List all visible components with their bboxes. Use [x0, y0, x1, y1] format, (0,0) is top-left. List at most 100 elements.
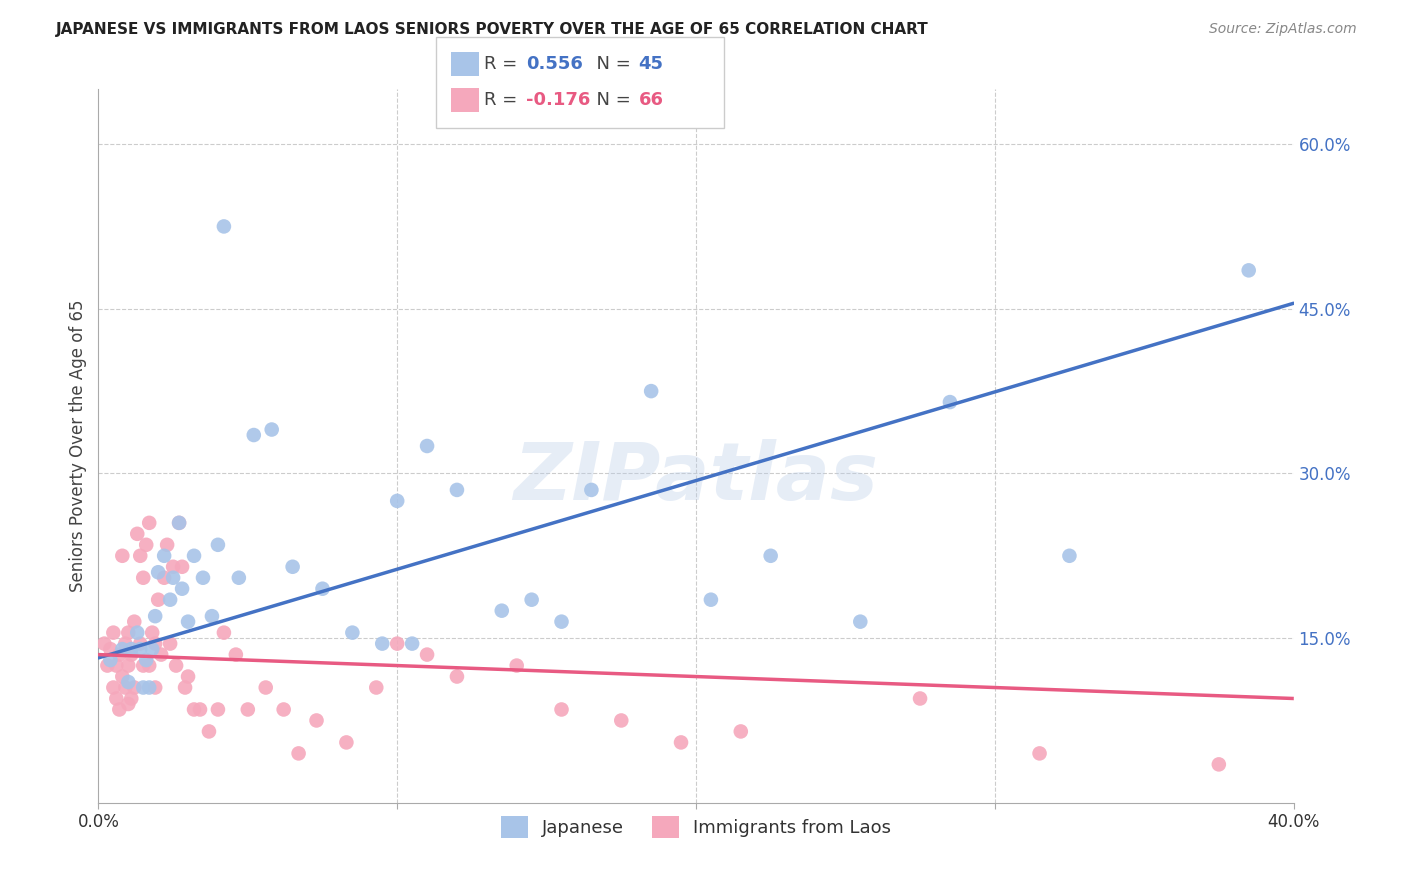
Point: [172, 559, 194, 574]
Text: Source: ZipAtlas.com: Source: ZipAtlas.com: [1209, 22, 1357, 37]
Point: [141, 642, 163, 657]
Point: [335, 735, 357, 749]
Point: [273, 702, 295, 716]
Point: [114, 681, 136, 695]
Point: [167, 516, 190, 530]
Point: [156, 538, 179, 552]
Point: [243, 428, 266, 442]
Point: [117, 658, 139, 673]
Point: [281, 559, 304, 574]
Point: [120, 691, 142, 706]
Point: [669, 735, 692, 749]
Text: R =: R =: [484, 55, 523, 73]
Point: [135, 538, 157, 552]
Text: R =: R =: [484, 91, 523, 109]
Point: [124, 615, 146, 629]
Point: [141, 625, 163, 640]
Point: [177, 669, 200, 683]
Point: [120, 642, 142, 657]
Point: [212, 625, 235, 640]
Point: [260, 423, 283, 437]
Point: [550, 702, 572, 716]
Point: [581, 483, 603, 497]
Point: [700, 592, 723, 607]
Point: [254, 681, 277, 695]
Point: [98, 653, 122, 667]
Point: [610, 714, 633, 728]
Point: [108, 702, 131, 716]
Point: [491, 604, 513, 618]
Point: [120, 648, 142, 662]
Point: [188, 702, 211, 716]
Point: [103, 625, 125, 640]
Point: [287, 747, 309, 761]
Point: [207, 702, 229, 716]
Point: [520, 592, 543, 607]
Point: [165, 658, 187, 673]
Point: [138, 681, 160, 695]
Point: [177, 615, 200, 629]
Point: [135, 653, 157, 667]
Point: [183, 702, 205, 716]
Point: [1208, 757, 1230, 772]
Point: [129, 642, 152, 657]
Point: [640, 384, 662, 398]
Point: [371, 637, 394, 651]
Text: N =: N =: [585, 91, 637, 109]
Point: [162, 559, 184, 574]
Point: [159, 637, 181, 651]
Text: N =: N =: [585, 55, 637, 73]
Point: [105, 691, 128, 706]
Point: [849, 615, 872, 629]
Point: [127, 526, 149, 541]
Point: [114, 637, 136, 651]
Point: [111, 549, 134, 563]
Point: [446, 669, 468, 683]
Point: [143, 681, 166, 695]
Point: [132, 681, 155, 695]
Legend: Japanese, Immigrants from Laos: Japanese, Immigrants from Laos: [492, 807, 900, 847]
Point: [148, 592, 170, 607]
Point: [117, 675, 139, 690]
Point: [305, 714, 328, 728]
Point: [98, 642, 122, 657]
Text: 0.556: 0.556: [526, 55, 583, 73]
Point: [162, 571, 184, 585]
Point: [117, 697, 139, 711]
Point: [138, 658, 160, 673]
Point: [401, 637, 423, 651]
Point: [103, 681, 125, 695]
Point: [730, 724, 752, 739]
Point: [150, 648, 173, 662]
Point: [124, 681, 146, 695]
Point: [129, 637, 152, 651]
Point: [132, 658, 155, 673]
Point: [446, 483, 468, 497]
Point: [342, 625, 364, 640]
Point: [385, 494, 409, 508]
Point: [198, 724, 221, 739]
Text: ZIPatlas: ZIPatlas: [513, 439, 879, 517]
Point: [1059, 549, 1081, 563]
Point: [236, 702, 259, 716]
Point: [111, 669, 134, 683]
Point: [1028, 747, 1050, 761]
Text: 66: 66: [638, 91, 664, 109]
Point: [159, 592, 181, 607]
Point: [174, 681, 197, 695]
Point: [212, 219, 235, 234]
Point: [96, 658, 118, 673]
Point: [143, 637, 166, 651]
Point: [201, 609, 224, 624]
Text: JAPANESE VS IMMIGRANTS FROM LAOS SENIORS POVERTY OVER THE AGE OF 65 CORRELATION : JAPANESE VS IMMIGRANTS FROM LAOS SENIORS…: [56, 22, 929, 37]
Point: [172, 582, 194, 596]
Point: [506, 658, 529, 673]
Point: [111, 642, 134, 657]
Point: [127, 625, 149, 640]
Point: [93, 637, 115, 651]
Point: [550, 615, 572, 629]
Point: [385, 637, 409, 651]
Point: [183, 549, 205, 563]
Point: [366, 681, 388, 695]
Point: [143, 609, 166, 624]
